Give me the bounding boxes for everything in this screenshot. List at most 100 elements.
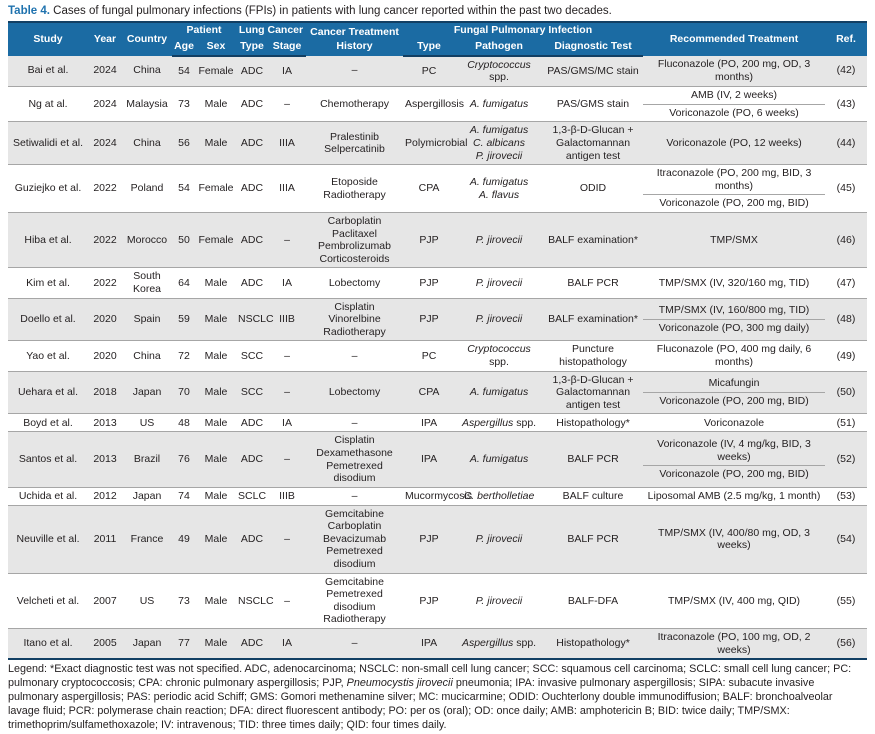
table-row: Uchida et al. 2012 Japan 74 Male SCLC IIIB – Muc… xyxy=(8,486,868,506)
cell-lung-cancer-stage: – xyxy=(268,211,307,268)
cell-pathogen: A. fumigatus A. flavus xyxy=(455,164,544,213)
cell-lung-cancer-type: ADC xyxy=(236,121,269,165)
cell-diagnostic-test: BALF-DFA xyxy=(543,572,644,629)
cell-sex: Male xyxy=(196,504,237,574)
cell-age: 74 xyxy=(172,486,196,506)
treatment-option: Voriconazole (PO, 200 mg, BID) xyxy=(643,392,826,410)
treatment-option: Itraconazole (PO, 200 mg, BID, 3 months) xyxy=(656,167,812,192)
cell-line: Chemotherapy xyxy=(320,97,389,110)
cell-fpi-type: PJP xyxy=(403,297,456,341)
pathogen-name: Cryptococcus spp. xyxy=(467,343,531,368)
cell-treatment-history: Chemotherapy xyxy=(306,85,404,122)
cell-year: 2020 xyxy=(88,297,122,341)
cell-line: Bevacizumab xyxy=(323,532,387,545)
table-legend: Legend: *Exact diagnostic test was not s… xyxy=(8,662,867,732)
cell-fpi-type: CPA xyxy=(403,164,456,213)
cell-study: Setiwalidi et al. xyxy=(8,121,88,165)
cell-lung-cancer-type: NSCLC xyxy=(236,297,274,341)
cell-recommended-treatment: Voriconazole (IV, 4 mg/kg, BID, 3 weeks)… xyxy=(643,431,826,488)
cell-sex: Male xyxy=(196,340,237,372)
cell-line: Vinorelbine xyxy=(328,313,381,326)
cell-line: Pralestinib xyxy=(330,130,380,143)
col-header-fpi-type: Type xyxy=(403,39,456,57)
table-row: Bai et al. 2024 China 54 Female ADC IA – PC Crypt… xyxy=(8,55,868,87)
col-header-lc-stage: Stage xyxy=(268,39,307,57)
pathogen-name: P. jirovecii xyxy=(475,276,523,289)
treatment-option: Voriconazole (PO, 12 weeks) xyxy=(666,137,802,150)
cell-country: China xyxy=(122,121,172,165)
cell-age: 54 xyxy=(172,164,196,213)
cell-pathogen: A. fumigatus xyxy=(455,370,544,414)
col-header-treatment: Recommended Treatment xyxy=(643,21,826,56)
cell-recommended-treatment: Liposomal AMB (2.5 mg/kg, 1 month) xyxy=(643,486,826,506)
cell-country: Morocco xyxy=(122,211,172,268)
pathogen-name: P. jirovecii xyxy=(475,532,523,545)
cell-lung-cancer-type: ADC xyxy=(236,628,269,661)
col-header-diagnostic: Diagnostic Test xyxy=(543,39,644,57)
cell-pathogen: A. fumigatus xyxy=(455,85,544,122)
table-row: Santos et al. 2013 Brazil 76 Male ADC – Cisplat… xyxy=(8,431,868,488)
pathogen-name: A. fumigatus xyxy=(469,124,529,137)
cell-line: Cisplatin xyxy=(334,300,375,313)
legend-italic-segment: Pneumocystis jirovecii xyxy=(346,677,453,690)
cell-recommended-treatment: TMP/SMX (IV, 400 mg, QID) xyxy=(643,572,826,629)
table-caption-text: Cases of fungal pulmonary infections (FP… xyxy=(49,5,612,17)
treatment-option: Itraconazole (PO, 100 mg, OD, 2 weeks) xyxy=(657,631,811,656)
cell-lung-cancer-stage: – xyxy=(268,85,307,122)
cell-year: 2011 xyxy=(88,504,122,574)
table-row: Velcheti et al. 2007 US 73 Male NSCLC – Gemcita… xyxy=(8,572,868,629)
pathogen-name: C. bertholletiae xyxy=(463,489,535,502)
cell-line: disodium xyxy=(333,600,376,613)
cell-year: 2020 xyxy=(88,340,122,372)
col-group-fungal-infection: Fungal Pulmonary Infection xyxy=(403,21,644,40)
cell-ref: (55) xyxy=(825,572,868,629)
cell-fpi-type: PJP xyxy=(403,504,456,574)
cell-pathogen: P. jirovecii xyxy=(455,297,544,341)
cell-line: Dexamethasone xyxy=(316,446,393,459)
pathogen-name: P. jirovecii xyxy=(475,313,523,326)
cell-lung-cancer-type: ADC xyxy=(236,431,269,488)
cell-fpi-type: PC xyxy=(403,340,456,372)
cell-treatment-history: Lobectomy xyxy=(306,267,404,299)
cell-pathogen: P. jirovecii xyxy=(455,504,544,574)
cell-ref: (56) xyxy=(825,628,868,661)
cell-sex: Male xyxy=(196,413,237,432)
table-header: Study Year Country Patient Lung Cancer C… xyxy=(8,21,868,57)
cell-year: 2022 xyxy=(88,211,122,268)
cell-treatment-history: Cisplatin Vinorelbine Radiotherapy xyxy=(306,297,404,341)
cell-treatment-history: Lobectomy xyxy=(306,370,404,414)
cell-sex: Female xyxy=(196,211,237,268)
cell-treatment-history: Pralestinib Selpercatinib xyxy=(306,121,404,165)
cell-country: Japan xyxy=(122,486,172,506)
treatment-option: Voriconazole (PO, 6 weeks) xyxy=(643,103,826,122)
table-row: Ng at al. 2024 Malaysia 73 Male ADC – Chemother… xyxy=(8,85,868,122)
cell-diagnostic-test: BALF examination* xyxy=(543,211,644,268)
table-row: Uehara et al. 2018 Japan 70 Male SCC – Lobectom… xyxy=(8,370,868,414)
cell-study: Velcheti et al. xyxy=(8,572,88,629)
cell-country: South Korea xyxy=(122,267,172,299)
table-row: Doello et al. 2020 Spain 59 Male NSCLC IIIB Cis… xyxy=(8,297,868,341)
cell-ref: (48) xyxy=(825,297,868,341)
treatment-option: Voriconazole (PO, 300 mg daily) xyxy=(643,319,826,337)
cell-diagnostic-test: Histopathology* xyxy=(543,628,644,661)
cell-age: 54 xyxy=(178,64,190,77)
header-row-subcolumns: Age Sex Type Stage Type Pathogen Diagnos… xyxy=(8,39,867,57)
cell-recommended-treatment: Itraconazole (PO, 200 mg, BID, 3 months)… xyxy=(643,164,826,213)
table-row: Yao et al. 2020 China 72 Male SCC – – PC Cryptoco… xyxy=(8,340,868,372)
cell-age: 56 xyxy=(172,121,196,165)
cell-line: – xyxy=(351,489,358,502)
cell-age: 72 xyxy=(172,340,196,372)
cell-country: Japan xyxy=(122,370,172,414)
cell-country: Japan xyxy=(122,628,172,661)
cell-fpi-type: PC xyxy=(421,64,437,77)
cell-year: 2005 xyxy=(88,628,122,661)
cell-lung-cancer-stage: – xyxy=(268,431,307,488)
cell-diagnostic-test: Puncture histopathology xyxy=(543,340,644,372)
cell-fpi-type: PJP xyxy=(403,267,456,299)
cell-lung-cancer-type: ADC xyxy=(236,211,269,268)
cell-fpi-type: Aspergillosis xyxy=(403,85,464,122)
cell-lung-cancer-stage: IIIB xyxy=(268,297,307,341)
cell-pathogen: Cryptococcus spp. xyxy=(455,340,544,372)
table-caption: Table 4. Cases of fungal pulmonary infec… xyxy=(8,4,867,18)
cell-sex: Female xyxy=(196,164,237,213)
